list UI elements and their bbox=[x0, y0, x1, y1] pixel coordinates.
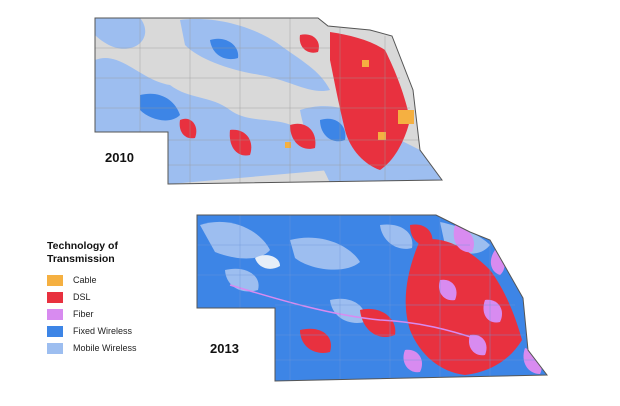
map-2013 bbox=[197, 215, 547, 381]
legend-item-mobile-wireless: Mobile Wireless bbox=[47, 340, 167, 356]
state-outline-2013 bbox=[196, 214, 548, 382]
legend-label-mobile-wireless: Mobile Wireless bbox=[73, 343, 137, 353]
legend-item-dsl: DSL bbox=[47, 289, 167, 305]
legend-label-fiber: Fiber bbox=[73, 309, 94, 319]
legend-swatch-dsl bbox=[47, 291, 63, 303]
legend-label-dsl: DSL bbox=[73, 292, 91, 302]
legend-item-cable: Cable bbox=[47, 272, 167, 288]
year-label-2010: 2010 bbox=[105, 150, 134, 165]
year-label-2013: 2013 bbox=[210, 341, 239, 356]
legend-item-fixed-wireless: Fixed Wireless bbox=[47, 323, 167, 339]
legend: Technology of Transmission Cable DSL Fib… bbox=[47, 240, 167, 357]
legend-swatch-fixed-wireless bbox=[47, 325, 63, 337]
legend-label-fixed-wireless: Fixed Wireless bbox=[73, 326, 133, 336]
legend-item-fiber: Fiber bbox=[47, 306, 167, 322]
legend-swatch-cable bbox=[47, 274, 63, 286]
legend-title: Technology of Transmission bbox=[47, 240, 118, 265]
map-2010 bbox=[95, 18, 442, 184]
legend-swatch-fiber bbox=[47, 308, 63, 320]
legend-label-cable: Cable bbox=[73, 275, 97, 285]
state-outline-2010 bbox=[94, 17, 443, 185]
legend-swatch-mobile-wireless bbox=[47, 342, 63, 354]
